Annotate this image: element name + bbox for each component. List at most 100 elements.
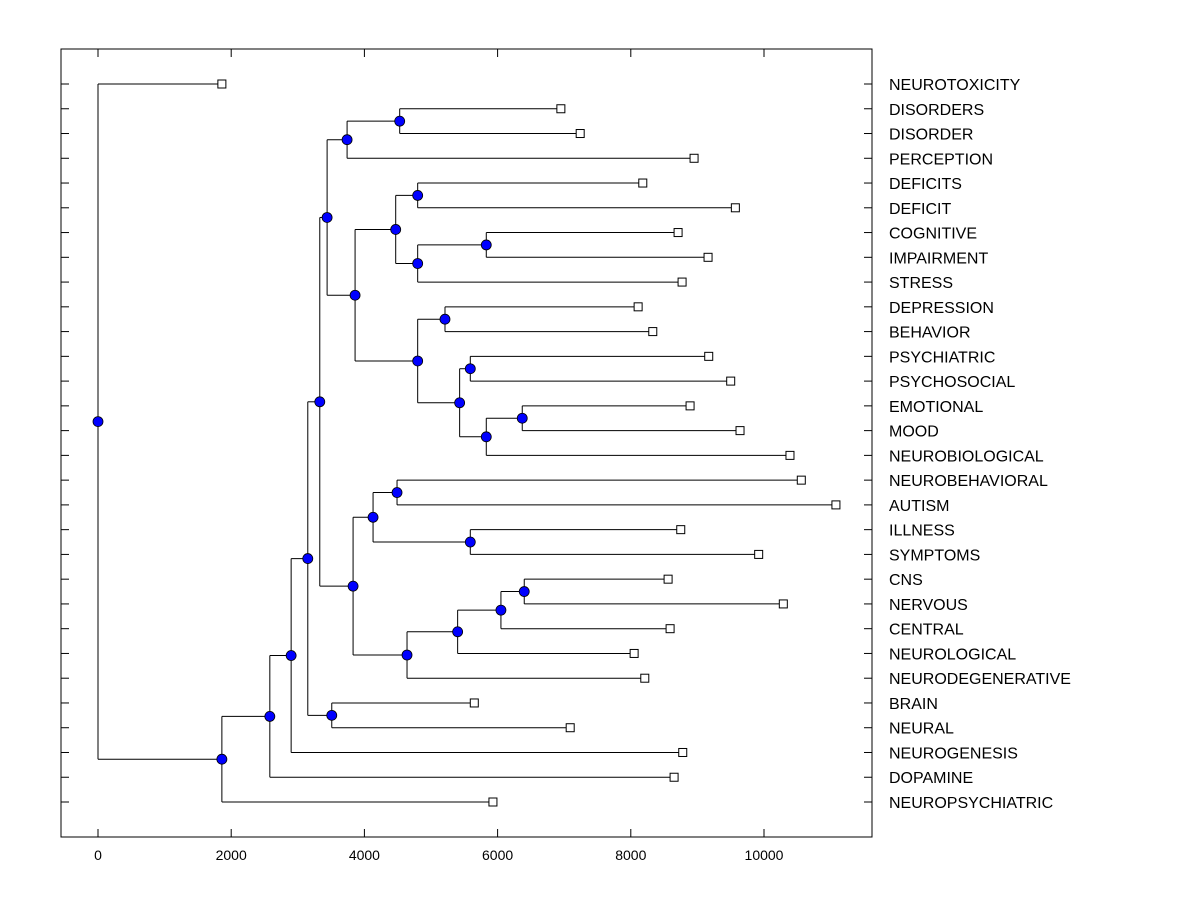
leaf-marker — [703, 252, 713, 262]
x-tick-label: 4000 — [349, 847, 380, 863]
cluster-node — [480, 431, 492, 443]
x-axis: 0 2000 4000 6000 8000 10000 — [94, 49, 784, 863]
leaf-label: STRESS — [889, 275, 953, 292]
x-tick-label: 10000 — [745, 847, 784, 863]
leaf-label: NEURAL — [889, 721, 954, 738]
cluster-node — [412, 258, 424, 269]
leaf-label: DEPRESSION — [889, 300, 994, 317]
leaf-marker — [629, 648, 639, 658]
leaf-marker — [648, 327, 658, 337]
cluster-node — [391, 487, 403, 498]
internal-nodes — [92, 115, 530, 765]
leaf-label: MOOD — [889, 424, 939, 441]
leaf-label: EMOTIONAL — [889, 399, 983, 416]
leaf-marker — [469, 698, 479, 708]
y-axis — [61, 83, 872, 803]
leaf-label: PSYCHIATRIC — [889, 349, 995, 366]
leaf-label: PSYCHOSOCIAL — [889, 374, 1015, 391]
cluster-node — [394, 115, 406, 127]
leaf-markers — [217, 79, 841, 807]
leaf-label: NEUROLOGICAL — [889, 646, 1016, 663]
leaf-label: AUTISM — [889, 498, 949, 515]
leaf-marker — [640, 673, 650, 683]
leaf-marker — [669, 772, 679, 782]
leaf-marker — [575, 129, 585, 139]
leaf-label: CENTRAL — [889, 622, 964, 639]
cluster-node — [326, 709, 338, 721]
leaf-marker — [689, 153, 699, 163]
leaf-marker — [488, 797, 498, 807]
leaf-label: NEURODEGENERATIVE — [889, 671, 1071, 688]
cluster-node — [412, 190, 424, 201]
leaf-label: CNS — [889, 572, 923, 589]
leaf-label: PERCEPTION — [889, 151, 993, 168]
cluster-node — [92, 416, 104, 427]
leaf-label: BRAIN — [889, 696, 938, 713]
leaf-label: DEFICIT — [889, 201, 951, 218]
plot-frame — [60, 48, 873, 838]
leaf-marker — [796, 475, 806, 485]
cluster-node — [412, 355, 424, 367]
leaf-marker — [754, 549, 764, 559]
cluster-node — [216, 753, 228, 765]
leaf-label: NEUROBEHAVIORAL — [889, 473, 1048, 490]
cluster-node — [495, 604, 507, 616]
cluster-node — [464, 536, 476, 548]
cluster-node — [454, 397, 466, 409]
leaf-marker — [778, 599, 788, 609]
cluster-node — [347, 580, 359, 592]
cluster-node — [401, 649, 413, 661]
leaf-label: IMPAIRMENT — [889, 250, 988, 267]
leaf-label: DEFICITS — [889, 176, 962, 193]
leaf-marker — [676, 525, 686, 535]
cluster-node — [349, 289, 361, 301]
cluster-node — [321, 212, 333, 223]
cluster-node — [464, 363, 476, 375]
leaf-marker — [831, 500, 841, 510]
leaf-marker — [638, 178, 648, 188]
leaf-label: NEUROPSYCHIATRIC — [889, 795, 1053, 812]
leaf-label: DISORDER — [889, 127, 973, 144]
leaf-marker — [565, 723, 575, 733]
leaf-label: NEUROTOXICITY — [889, 77, 1021, 94]
leaf-marker — [678, 747, 688, 757]
x-tick-label: 2000 — [216, 847, 247, 863]
leaf-label: COGNITIVE — [889, 226, 977, 243]
leaf-label: NEUROGENESIS — [889, 745, 1018, 762]
leaf-marker — [556, 104, 566, 114]
cluster-node — [480, 239, 492, 251]
cluster-node — [390, 224, 402, 235]
cluster-node — [518, 586, 530, 597]
cluster-node — [516, 412, 528, 424]
leaf-marker — [735, 426, 745, 436]
leaf-label: NERVOUS — [889, 597, 968, 614]
leaf-label: DOPAMINE — [889, 770, 973, 787]
leaf-marker — [673, 228, 683, 238]
cluster-node — [314, 396, 326, 408]
x-tick-label: 8000 — [615, 847, 646, 863]
leaf-label: DISORDERS — [889, 102, 984, 119]
x-tick-label: 0 — [94, 847, 102, 863]
cluster-node — [302, 553, 314, 564]
leaf-marker — [663, 574, 673, 584]
cluster-node — [264, 710, 276, 722]
cluster-node — [452, 626, 464, 638]
leaf-marker — [633, 302, 643, 312]
leaf-marker — [730, 203, 740, 213]
leaf-marker — [217, 79, 227, 89]
cluster-node — [285, 650, 297, 661]
leaf-label: BEHAVIOR — [889, 325, 971, 342]
x-tick-label: 6000 — [482, 847, 513, 863]
leaf-marker — [726, 376, 736, 386]
cluster-node — [341, 134, 353, 146]
branches — [97, 83, 836, 803]
leaf-label: NEUROBIOLOGICAL — [889, 448, 1044, 465]
cluster-node — [439, 313, 451, 325]
leaf-marker — [685, 401, 695, 411]
leaf-marker — [704, 351, 714, 361]
leaf-labels: NEUROTOXICITY DISORDERS DISORDER PERCEPTION… — [889, 77, 1071, 812]
leaf-marker — [665, 624, 675, 634]
leaf-marker — [677, 277, 687, 287]
leaf-marker — [785, 450, 795, 460]
